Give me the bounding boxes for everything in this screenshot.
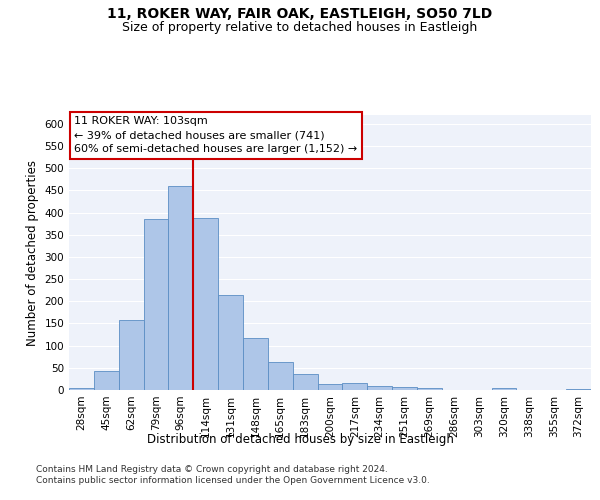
Bar — [268, 362, 293, 390]
Bar — [69, 388, 94, 390]
Bar — [417, 388, 442, 390]
Bar — [392, 388, 417, 390]
Bar — [193, 218, 218, 390]
Bar — [491, 388, 517, 390]
Text: Distribution of detached houses by size in Eastleigh: Distribution of detached houses by size … — [146, 432, 454, 446]
Bar — [94, 372, 119, 390]
Bar — [317, 384, 343, 390]
Text: Size of property relative to detached houses in Eastleigh: Size of property relative to detached ho… — [122, 21, 478, 34]
Bar — [293, 374, 317, 390]
Text: Contains HM Land Registry data © Crown copyright and database right 2024.: Contains HM Land Registry data © Crown c… — [36, 465, 388, 474]
Text: 11, ROKER WAY, FAIR OAK, EASTLEIGH, SO50 7LD: 11, ROKER WAY, FAIR OAK, EASTLEIGH, SO50… — [107, 8, 493, 22]
Bar — [243, 338, 268, 390]
Bar — [566, 389, 591, 390]
Text: Contains public sector information licensed under the Open Government Licence v3: Contains public sector information licen… — [36, 476, 430, 485]
Bar — [218, 294, 243, 390]
Y-axis label: Number of detached properties: Number of detached properties — [26, 160, 39, 346]
Text: 11 ROKER WAY: 103sqm
← 39% of detached houses are smaller (741)
60% of semi-deta: 11 ROKER WAY: 103sqm ← 39% of detached h… — [74, 116, 358, 154]
Bar — [119, 320, 143, 390]
Bar — [367, 386, 392, 390]
Bar — [343, 383, 367, 390]
Bar — [169, 186, 193, 390]
Bar — [143, 219, 169, 390]
